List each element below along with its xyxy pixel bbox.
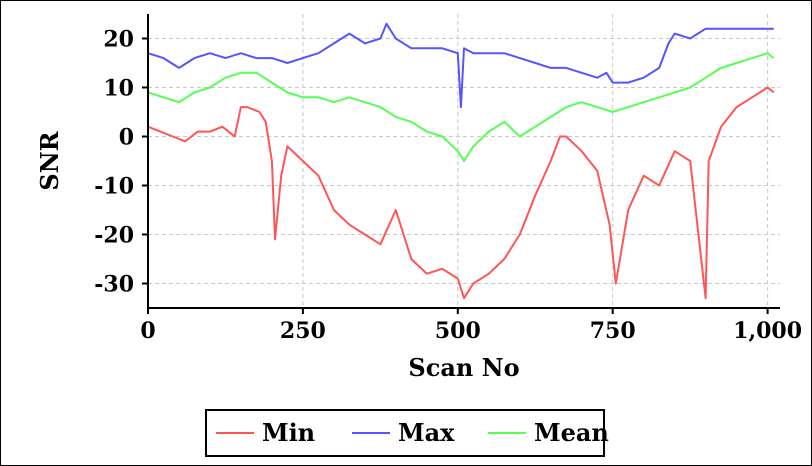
x-tick-label: 750 [590, 318, 636, 344]
y-tick-label: -10 [94, 174, 134, 200]
legend-label-min: Min [262, 418, 315, 447]
series-layer [147, 22, 775, 300]
series-line-mean [147, 52, 775, 162]
y-tick-label: 20 [103, 27, 134, 53]
y-ticks: 20 10 0 -10 -20 -30 [94, 27, 148, 298]
legend-label-mean: Mean [534, 418, 609, 447]
y-tick-label: -30 [94, 272, 134, 298]
y-tick-label: -20 [94, 223, 134, 249]
y-tick-label: 0 [119, 125, 134, 151]
legend: Min Max Mean [205, 409, 609, 457]
y-axis-title: SNR [35, 130, 64, 190]
axes [147, 14, 780, 309]
x-axis-title: Scan No [408, 353, 519, 382]
y-tick-label: 10 [103, 76, 134, 102]
x-tick-label: 0 [140, 318, 155, 344]
legend-box [205, 409, 605, 457]
x-tick-label: 250 [280, 318, 326, 344]
series-line-max [147, 22, 774, 109]
x-tick-label: 1,000 [733, 318, 802, 344]
legend-label-max: Max [398, 418, 455, 447]
series-line-min [147, 86, 775, 300]
x-ticks: 0 250 500 750 1,000 [140, 308, 802, 344]
x-tick-label: 500 [435, 318, 481, 344]
